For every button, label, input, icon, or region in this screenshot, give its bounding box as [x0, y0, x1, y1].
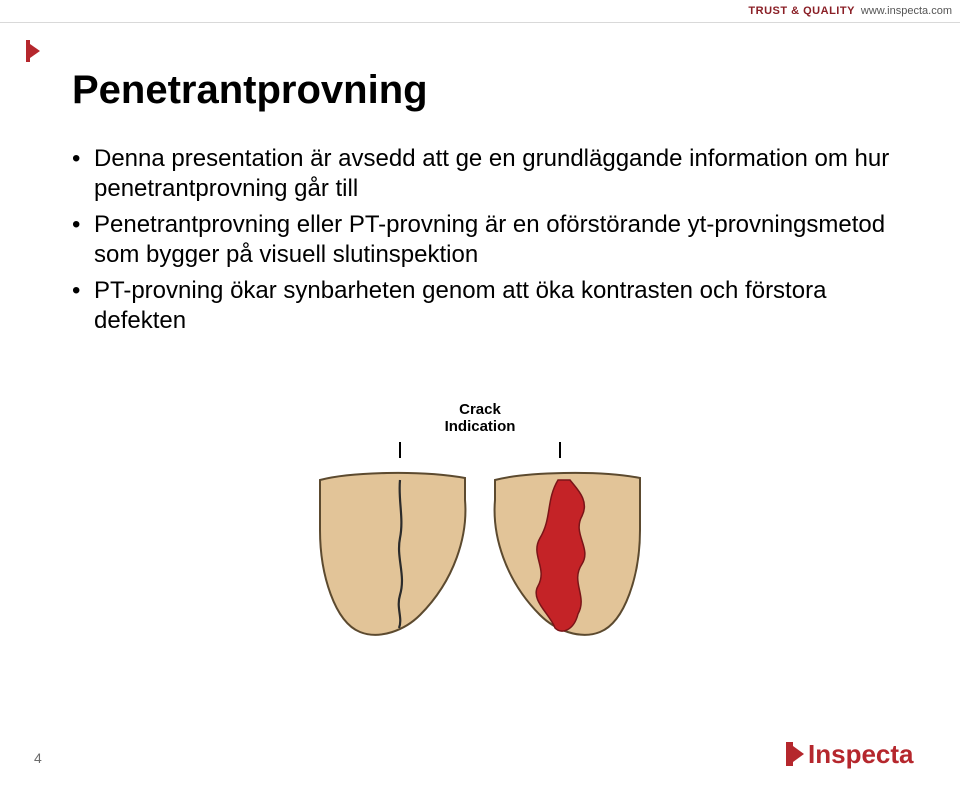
right-sample-shape	[495, 473, 640, 635]
diagram-label-crack: Crack	[445, 402, 516, 419]
bullet-item: Denna presentation är avsedd att ge en g…	[72, 144, 892, 204]
left-sample-shape	[320, 473, 465, 635]
logo-text: Inspecta	[808, 739, 914, 769]
header-url: www.inspecta.com	[861, 5, 952, 17]
crack-indication-diagram: Crack Indication	[300, 400, 660, 690]
page-number: 4	[34, 750, 42, 766]
page-title: Penetrantprovning	[72, 68, 428, 113]
bullet-list: Denna presentation är avsedd att ge en g…	[72, 144, 892, 342]
slide-accent-icon	[26, 40, 40, 62]
bullet-item: Penetrantprovning eller PT-provning är e…	[72, 210, 892, 270]
diagram-label-indication: Indication	[445, 419, 516, 436]
bullet-item: PT-provning ökar synbarheten genom att ö…	[72, 276, 892, 336]
trust-quality-text: TRUST & QUALITY	[748, 5, 855, 17]
header-divider	[0, 22, 960, 23]
inspecta-logo: Inspecta	[786, 736, 936, 770]
